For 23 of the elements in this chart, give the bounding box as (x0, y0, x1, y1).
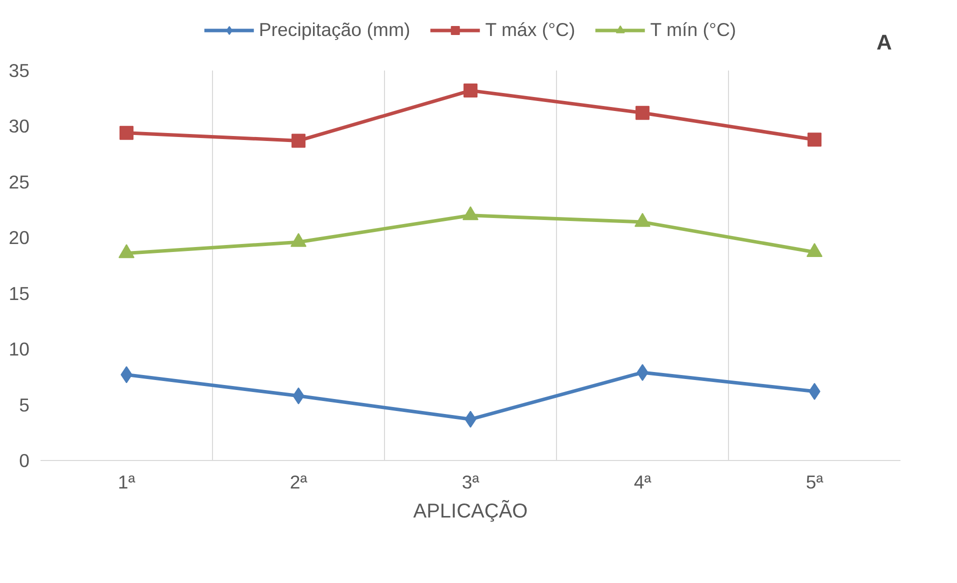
y-tick-label: 35 (8, 60, 30, 81)
point (120, 126, 134, 140)
y-tick-label: 15 (8, 282, 30, 304)
text: A (876, 30, 892, 54)
y-tick-label: 20 (8, 227, 30, 248)
y-tick-label: 5 (19, 394, 30, 416)
y-tick-label: 30 (8, 116, 30, 137)
x-tick-label: 1ª (118, 472, 136, 492)
legend-label: Precipitação (mm) (258, 19, 410, 41)
point (636, 106, 650, 120)
point (808, 132, 822, 147)
y-tick-label: 25 (8, 171, 30, 192)
x-tick-label: 3ª (462, 472, 480, 492)
x-tick-label: 4ª (634, 472, 652, 492)
legend-label: T máx (°C) (485, 19, 576, 41)
legend-label: T mín (°C) (650, 19, 736, 41)
point (464, 84, 478, 98)
x-tick-label: 5ª (806, 472, 824, 492)
point (292, 134, 306, 148)
y-tick-label: 10 (8, 338, 30, 360)
x-tick-label: 2ª (290, 472, 308, 492)
y-tick-label: 0 (19, 450, 30, 471)
x-axis-title: APLICAÇÃO (413, 500, 528, 522)
